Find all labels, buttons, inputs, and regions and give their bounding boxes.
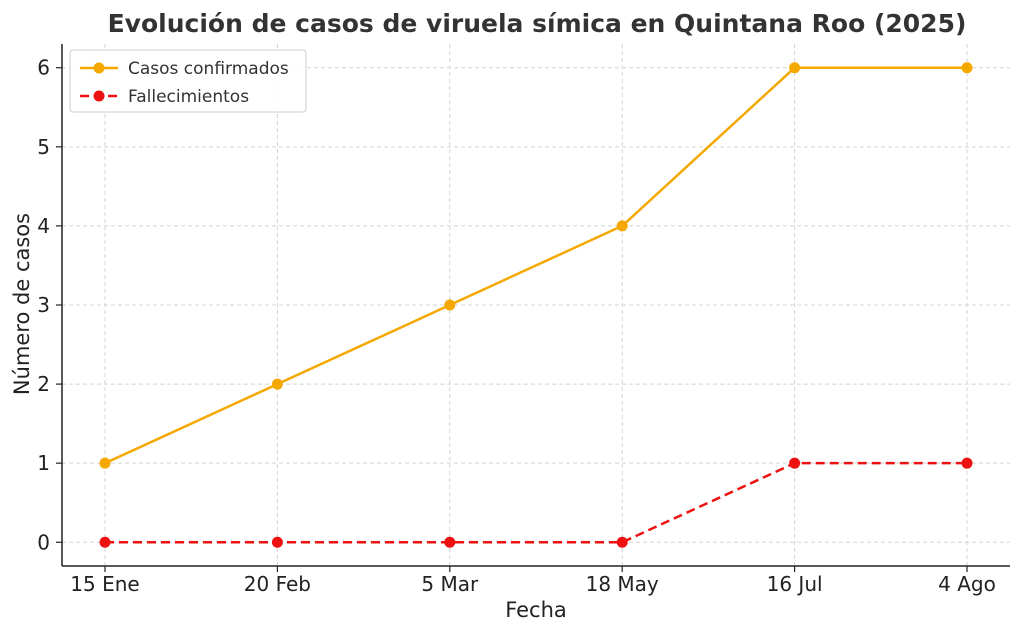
data-point [961,62,973,74]
data-point [789,62,801,74]
series-fallecimientos [99,457,973,548]
x-tick-label: 15 Ene [70,572,139,596]
series-line [104,66,967,465]
x-tick-label: 5 Mar [421,572,479,596]
y-tick-label: 1 [37,451,50,475]
x-tick-label: 20 Feb [244,572,311,596]
legend-frame [69,49,307,113]
x-axis-title: Fecha [505,598,567,622]
y-tick-label: 2 [37,372,50,396]
y-axis-title: Número de casos [10,213,34,395]
data-point [271,378,283,390]
series-line [105,461,967,544]
y-tick-label: 5 [37,135,50,159]
legend-label: Casos confirmados [128,59,289,79]
legend-entry: Fallecimientos [80,87,249,107]
data-point [961,457,973,469]
series-casos-confirmados [99,62,973,469]
x-tick-label: 4 Ago [938,572,996,596]
y-tick-label: 3 [37,293,50,317]
legend: Casos confirmados Fallecimientos [69,49,307,113]
data-point [99,457,111,469]
data-point [789,457,801,469]
series-layer [99,62,973,548]
chart-title: Evolución de casos de viruela símica en … [108,9,967,38]
data-point [444,299,456,311]
data-point [444,536,456,548]
legend-marker [93,90,105,102]
data-point [616,220,628,232]
tick-labels: 0 1 2 3 4 5 6 15 Ene 20 Feb 5 Mar 18 May 16 Jul 4 Ag… [37,56,996,596]
grid-lines [62,44,1010,566]
x-tick-label: 18 May [586,572,659,596]
legend-marker [93,62,105,74]
y-tick-label: 4 [37,214,50,238]
data-point [99,536,111,548]
data-point [271,536,283,548]
data-point [616,536,628,548]
legend-entry: Casos confirmados [80,59,289,79]
y-tick-label: 6 [37,56,50,80]
y-tick-label: 0 [37,530,50,554]
legend-label: Fallecimientos [128,87,249,107]
x-tick-label: 16 Jul [767,572,823,596]
